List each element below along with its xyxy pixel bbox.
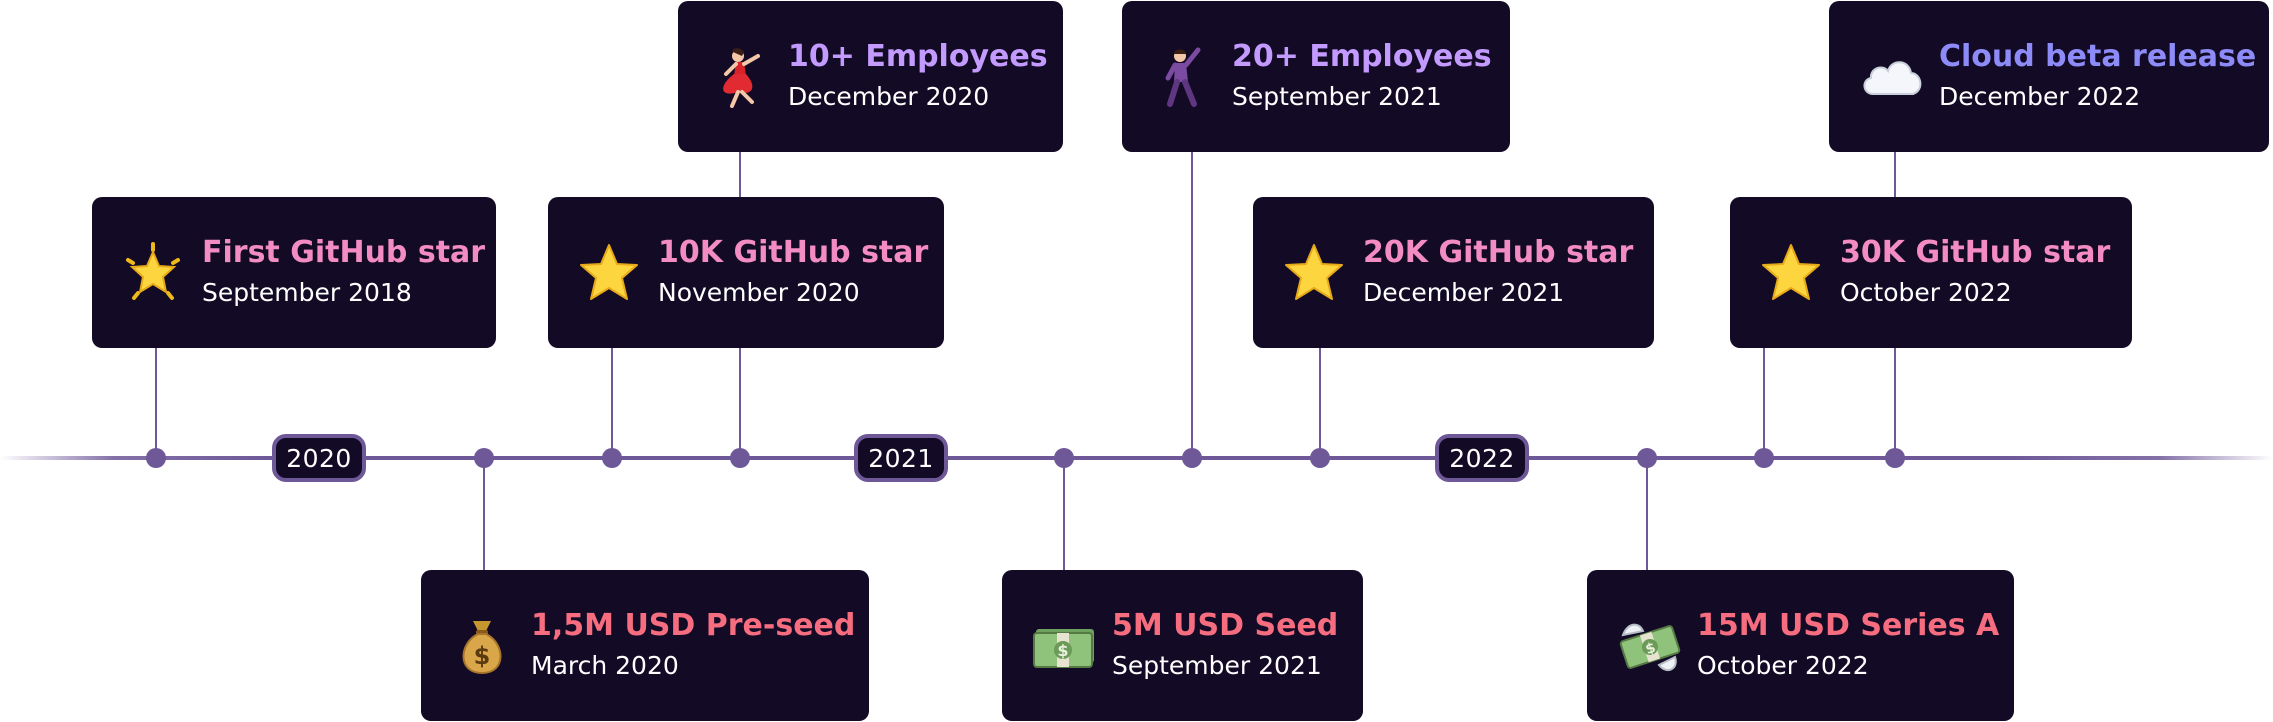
connector-seed [1063, 458, 1065, 571]
milestone-title: 15M USD Series A [1697, 607, 2000, 643]
milestone-title: Cloud beta release [1939, 38, 2257, 74]
milestone-card-series-a: $ 15M USD Series A October 2022 [1587, 570, 2014, 721]
svg-text:$: $ [1644, 639, 1658, 657]
milestone-title: 20K GitHub star [1363, 234, 1634, 270]
connector-30k-github-star [1763, 345, 1765, 458]
milestone-card-10-employees: 10+ Employees December 2020 [678, 1, 1063, 152]
timeline-dot [1054, 448, 1074, 468]
milestone-card-10k-github-star: 10K GitHub star November 2020 [548, 197, 944, 348]
milestone-card-seed: $ 5M USD Seed September 2021 [1002, 570, 1363, 721]
milestone-title: 10+ Employees [788, 38, 1048, 74]
star-icon [1283, 242, 1363, 304]
milestone-card-30k-github-star: 30K GitHub star October 2022 [1730, 197, 2132, 348]
timeline-dot [730, 448, 750, 468]
milestone-date: October 2022 [1840, 277, 2012, 307]
star-icon [578, 242, 658, 304]
timeline-axis [0, 456, 2273, 460]
milestone-card-pre-seed: $ 1,5M USD Pre-seed March 2020 [421, 570, 869, 721]
milestone-date: September 2021 [1232, 81, 1442, 111]
milestone-title: 1,5M USD Pre-seed [531, 607, 856, 643]
milestone-date: December 2022 [1939, 81, 2141, 111]
timeline-dot [1637, 448, 1657, 468]
timeline-dot [146, 448, 166, 468]
milestone-card-cloud-beta: Cloud beta release December 2022 [1829, 1, 2269, 152]
timeline-dot [1310, 448, 1330, 468]
year-label-2020: 2020 [272, 434, 366, 482]
connector-series-a [1646, 458, 1648, 571]
milestone-date: September 2018 [202, 277, 412, 307]
timeline-dot [602, 448, 622, 468]
year-label-2022: 2022 [1435, 434, 1529, 482]
milestone-date: September 2021 [1112, 650, 1322, 680]
milestone-title: 5M USD Seed [1112, 607, 1339, 643]
connector-first-github-star [155, 345, 157, 458]
milestone-title: 10K GitHub star [658, 234, 929, 270]
timeline-dot [1754, 448, 1774, 468]
milestone-card-first-github-star: First GitHub star September 2018 [92, 197, 496, 348]
milestone-date: December 2021 [1363, 277, 1565, 307]
timeline-dot [1182, 448, 1202, 468]
milestone-date: October 2022 [1697, 650, 1869, 680]
timeline-dot [1885, 448, 1905, 468]
svg-text:$: $ [474, 642, 491, 670]
star-icon [1760, 242, 1840, 304]
money-bag-icon: $ [451, 615, 531, 677]
timeline-dot [474, 448, 494, 468]
connector-20-employees [1191, 150, 1193, 458]
connector-20k-github-star [1319, 345, 1321, 458]
milestone-title: First GitHub star [202, 234, 486, 270]
connector-pre-seed [483, 458, 485, 571]
dancer-icon [708, 46, 788, 108]
milestone-date: March 2020 [531, 650, 679, 680]
milestone-date: December 2020 [788, 81, 990, 111]
milestone-title: 30K GitHub star [1840, 234, 2111, 270]
glowing-star-icon [122, 241, 202, 304]
milestone-card-20k-github-star: 20K GitHub star December 2021 [1253, 197, 1654, 348]
connector-10k-github-star [611, 345, 613, 458]
milestone-title: 20+ Employees [1232, 38, 1492, 74]
dancing-man-icon [1152, 46, 1232, 108]
year-label-2021: 2021 [854, 434, 948, 482]
dollar-banknote-icon: $ [1032, 615, 1112, 677]
svg-text:$: $ [1057, 641, 1068, 660]
money-with-wings-icon: $ [1617, 615, 1697, 677]
milestone-date: November 2020 [658, 277, 860, 307]
milestone-card-20-employees: 20+ Employees September 2021 [1122, 1, 1510, 152]
cloud-icon [1859, 46, 1939, 108]
